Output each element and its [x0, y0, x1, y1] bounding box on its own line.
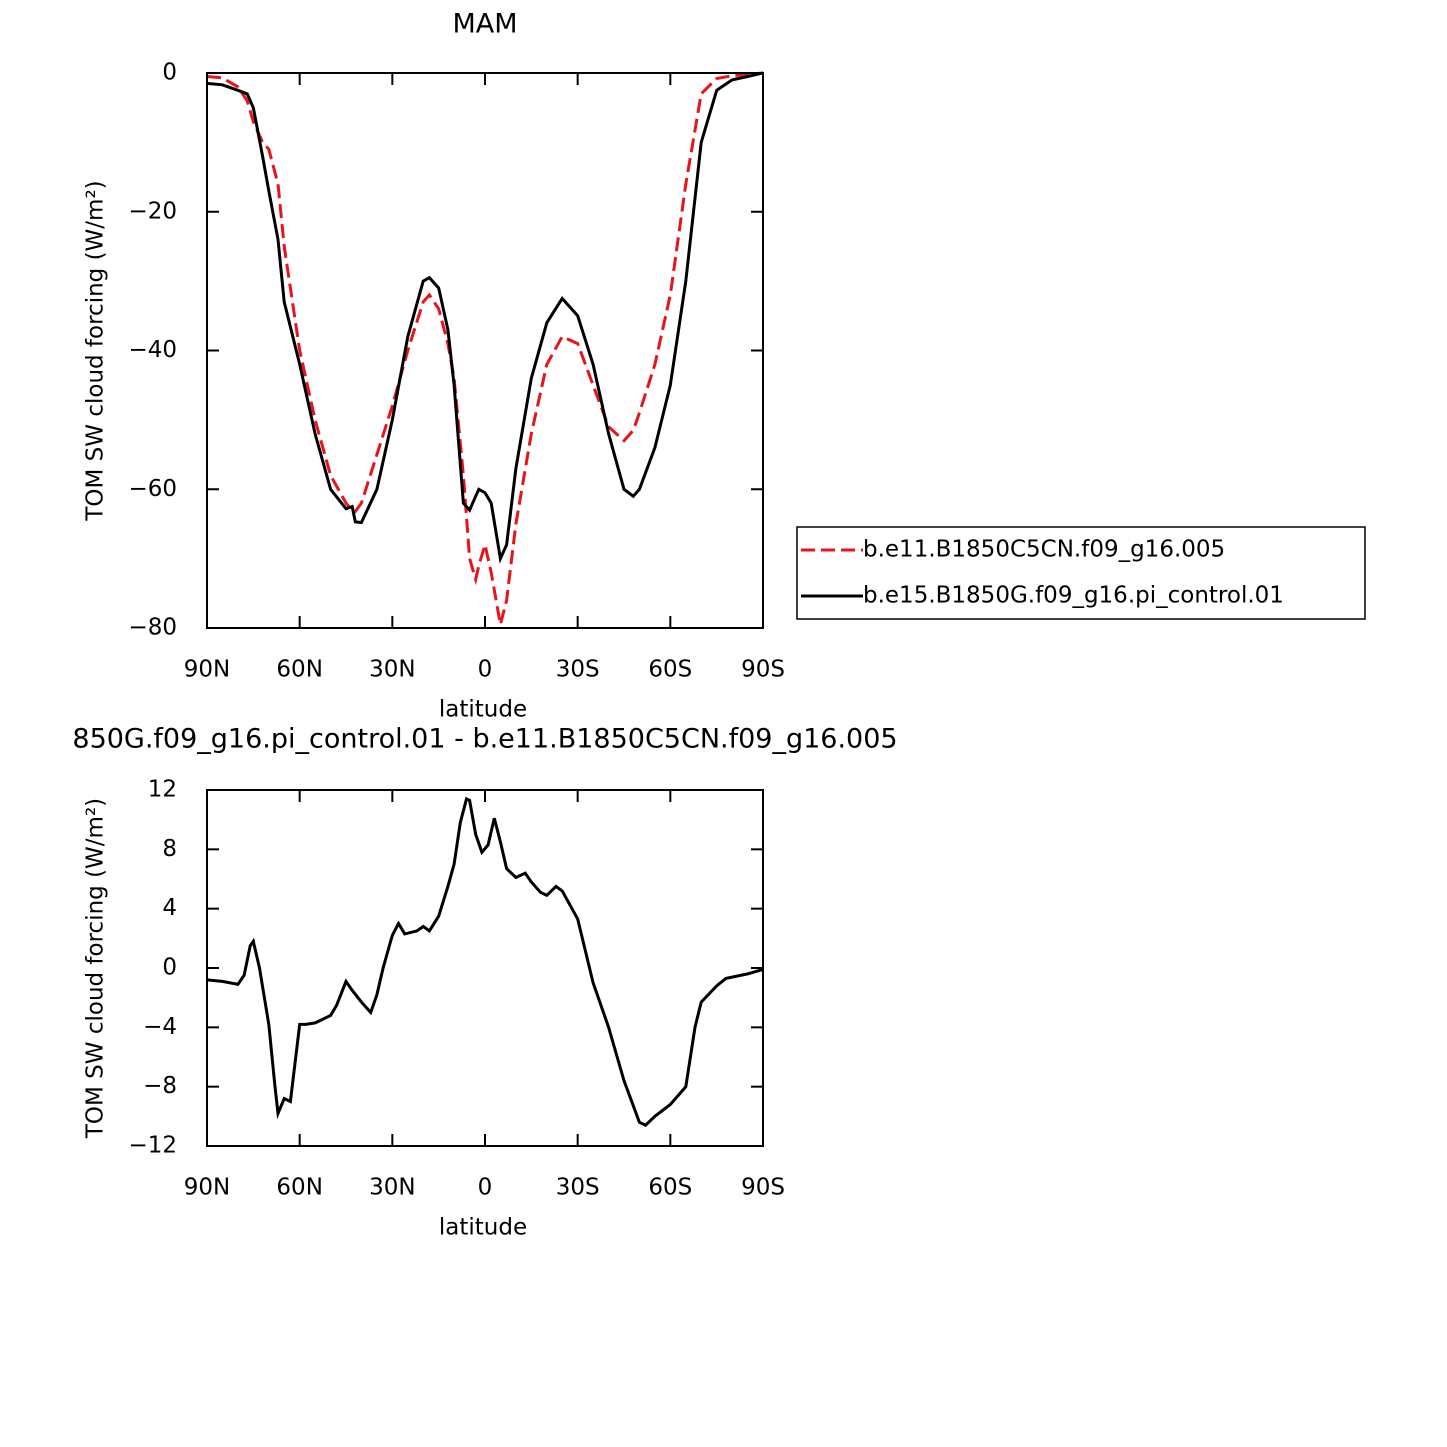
- legend-label: b.e15.B1850G.f09_g16.pi_control.01: [863, 583, 1284, 609]
- legend-label: b.e11.B1850C5CN.f09_g16.005: [863, 537, 1225, 563]
- y-tick-label: 8: [162, 836, 177, 862]
- x-tick-label: 30N: [369, 657, 415, 683]
- x-tick-label: 0: [478, 1175, 493, 1201]
- x-tick-label: 90S: [741, 1175, 785, 1201]
- x-axis-label: latitude: [439, 697, 527, 723]
- y-tick-label: −4: [143, 1014, 177, 1040]
- data-line: [206, 71, 764, 625]
- y-tick-label: −8: [143, 1073, 177, 1099]
- x-tick-label: 30S: [556, 1175, 600, 1201]
- y-tick-label: 4: [162, 895, 177, 921]
- x-tick-label: 60N: [276, 657, 322, 683]
- y-axis-label: TOM SW cloud forcing (W/m²): [83, 798, 109, 1139]
- y-axis-label: TOM SW cloud forcing (W/m²): [83, 180, 109, 521]
- y-tick-label: 12: [148, 777, 177, 803]
- chart-title: 850G.f09_g16.pi_control.01 - b.e11.B1850…: [72, 724, 897, 755]
- chart-title: MAM: [452, 9, 517, 40]
- y-tick-label: 0: [162, 955, 177, 981]
- data-line: [206, 796, 764, 1127]
- y-tick-label: −80: [128, 615, 177, 641]
- x-tick-label: 90S: [741, 657, 785, 683]
- y-tick-label: −12: [128, 1133, 177, 1159]
- x-tick-label: 90N: [184, 1175, 230, 1201]
- x-tick-label: 30S: [556, 657, 600, 683]
- y-tick-label: −40: [128, 337, 177, 363]
- x-axis-label: latitude: [439, 1215, 527, 1241]
- x-tick-label: 60N: [276, 1175, 322, 1201]
- x-tick-label: 90N: [184, 657, 230, 683]
- plot-frame: [206, 72, 764, 629]
- x-tick-label: 30N: [369, 1175, 415, 1201]
- y-tick-label: 0: [162, 60, 177, 86]
- legend-box: [796, 526, 1366, 620]
- y-tick-label: −20: [128, 198, 177, 224]
- data-line: [206, 71, 764, 564]
- x-tick-label: 60S: [648, 657, 692, 683]
- x-tick-label: 60S: [648, 1175, 692, 1201]
- x-tick-label: 0: [478, 657, 493, 683]
- y-tick-label: −60: [128, 476, 177, 502]
